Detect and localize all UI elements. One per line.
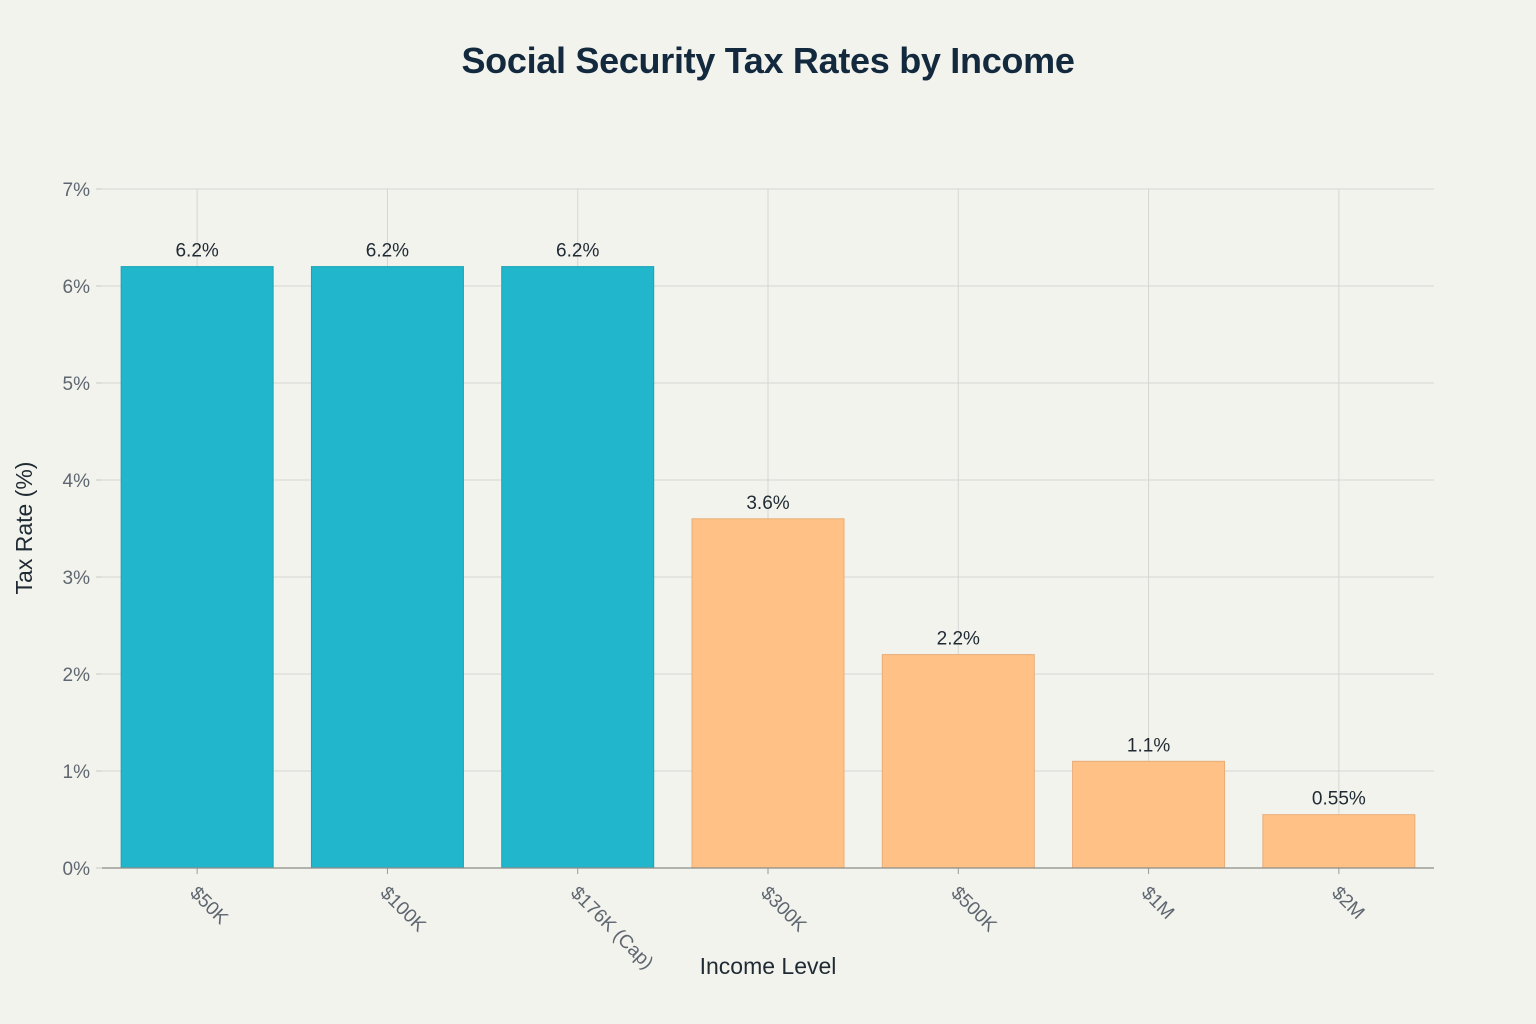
- chart-title: Social Security Tax Rates by Income: [461, 40, 1075, 81]
- y-tick-label: 7%: [63, 180, 91, 201]
- y-tick-label: 5%: [63, 374, 91, 395]
- bar-data-label: 2.2%: [937, 629, 980, 650]
- x-tick-label: $176K (Cap): [566, 883, 657, 974]
- x-tick-label: $100K: [376, 883, 430, 937]
- bar-data-label: 6.2%: [366, 241, 409, 262]
- x-tick-label: $300K: [756, 883, 810, 937]
- x-tick-label: $50K: [186, 883, 232, 929]
- y-tick-label: 2%: [63, 665, 91, 686]
- bar-data-label: 1.1%: [1127, 735, 1170, 756]
- y-tick-label: 0%: [63, 859, 91, 880]
- bar-data-label: 0.55%: [1312, 789, 1366, 810]
- bar: [1262, 814, 1416, 869]
- y-tick-label: 1%: [63, 762, 91, 783]
- y-tick-label: 3%: [63, 568, 91, 589]
- x-tick-label: $1M: [1137, 883, 1178, 924]
- x-tick-label: $2M: [1327, 883, 1368, 924]
- x-axis-title: Income Level: [700, 953, 837, 979]
- y-tick-label: 4%: [63, 471, 91, 492]
- bar-data-label: 6.2%: [175, 241, 218, 262]
- bar: [881, 654, 1035, 869]
- bar: [120, 266, 274, 869]
- bars-layer: [120, 266, 1416, 869]
- y-axis-title: Tax Rate (%): [11, 462, 37, 595]
- bar: [1072, 760, 1226, 869]
- axes-layer: [102, 867, 1434, 874]
- y-tick-label: 6%: [63, 277, 91, 298]
- bar-data-label: 6.2%: [556, 241, 599, 262]
- x-tick-label: $500K: [947, 883, 1001, 937]
- bar: [310, 266, 464, 869]
- bar-data-label: 3.6%: [746, 493, 789, 514]
- bar: [501, 266, 655, 869]
- bar: [691, 518, 845, 869]
